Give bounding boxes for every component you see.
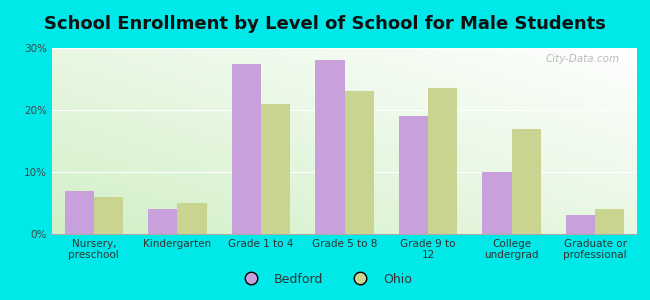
Bar <box>177 203 207 234</box>
Bar <box>344 92 374 234</box>
Text: School Enrollment by Level of School for Male Students: School Enrollment by Level of School for… <box>44 15 606 33</box>
Bar <box>595 209 625 234</box>
Bar <box>64 190 94 234</box>
Bar <box>231 64 261 234</box>
Bar <box>482 172 512 234</box>
Text: City-Data.com: City-Data.com <box>545 54 619 64</box>
Bar <box>512 129 541 234</box>
Bar <box>566 215 595 234</box>
Bar <box>315 60 344 234</box>
Legend: Bedford, Ohio: Bedford, Ohio <box>233 268 417 291</box>
Bar <box>94 197 123 234</box>
Bar <box>148 209 177 234</box>
Bar <box>399 116 428 234</box>
Bar <box>261 104 290 234</box>
Bar <box>428 88 458 234</box>
